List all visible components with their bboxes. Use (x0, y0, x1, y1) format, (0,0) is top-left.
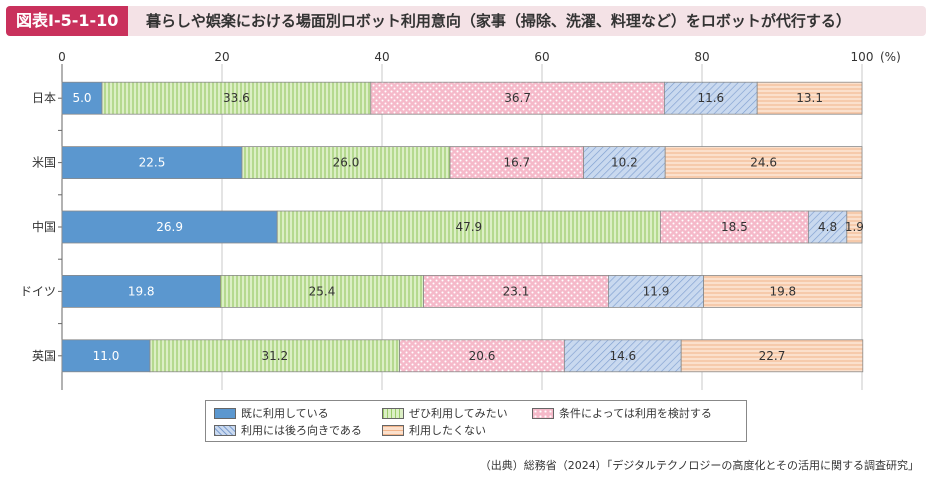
bar-already-using (61, 274, 221, 308)
x-tick-label: 80 (694, 50, 709, 64)
source-note: （出典）総務省（2024）「デジタルテクノロジーの高度化とその活用に関する調査研… (479, 459, 919, 472)
category-label: ドイツ (20, 284, 56, 298)
bar-reluctant (564, 339, 682, 373)
bar-value-label: 10.2 (611, 156, 638, 170)
bar-value-label: 36.7 (504, 91, 531, 105)
legend-label: ぜひ利用してみたい (409, 407, 508, 420)
bar-want-to-use (219, 274, 424, 308)
bar-reluctant (808, 210, 848, 244)
category-label: 中国 (32, 219, 56, 234)
bar-do-not-want (664, 146, 863, 180)
legend: 既に利用している ぜひ利用してみたい 条件によっては利用を検討する利用には後ろ向きで… (205, 400, 747, 442)
bar-value-label: 19.8 (128, 284, 155, 298)
legend-swatch (214, 424, 236, 436)
bar-conditional (449, 146, 585, 180)
bar-value-label: 33.6 (223, 91, 250, 105)
bar-value-label: 5.0 (72, 91, 91, 105)
bar-value-label: 1.9 (845, 220, 864, 234)
legend-label: 条件によっては利用を検討する (559, 407, 712, 420)
legend-item-conditional: 条件によっては利用を検討する (532, 405, 712, 421)
figure-label: 図表Ⅰ-5-1-10 (6, 6, 129, 36)
bar-value-label: 18.5 (721, 220, 748, 234)
bar-value-label: 11.9 (643, 284, 670, 298)
bar-value-label: 4.8 (818, 220, 837, 234)
legend-item-do-not-want: 利用したくない (382, 422, 486, 438)
x-unit-label: (%) (880, 50, 901, 64)
bar-value-label: 31.2 (261, 349, 288, 363)
category-label: 米国 (32, 156, 56, 170)
legend-item-want-to-use: ぜひ利用してみたい (382, 405, 508, 421)
x-tick-label: 100 (851, 50, 874, 64)
legend-item-already-using: 既に利用している (214, 405, 329, 421)
x-tick-label: 60 (534, 50, 549, 64)
legend-swatch (532, 407, 554, 419)
bar-want-to-use (101, 81, 372, 115)
bar-value-label: 22.7 (759, 349, 786, 363)
bar-do-not-want (680, 339, 864, 373)
bar-conditional (660, 210, 809, 244)
x-tick-label: 20 (214, 50, 229, 64)
bar-reluctant (664, 81, 758, 115)
bar-conditional (423, 274, 609, 308)
bar-value-label: 22.5 (139, 156, 166, 170)
bar-value-label: 13.1 (796, 91, 823, 105)
legend-label: 利用したくない (409, 424, 486, 437)
bar-want-to-use (276, 210, 661, 244)
bars (61, 81, 864, 373)
figure-title: 暮らしや娯楽における場面別ロボット利用意向（家事（掃除、洗濯、料理など）をロボッ… (146, 12, 851, 30)
category-label: 日本 (32, 91, 56, 105)
bar-value-label: 26.0 (333, 156, 360, 170)
bar-do-not-want (703, 274, 863, 308)
bar-value-label: 20.6 (469, 349, 496, 363)
bar-reluctant (608, 274, 705, 308)
bar-conditional (370, 81, 665, 115)
legend-swatch (214, 407, 236, 419)
bar-do-not-want (756, 81, 863, 115)
bar-do-not-want (846, 210, 863, 244)
bar-value-label: 24.6 (750, 156, 777, 170)
bar-conditional (399, 339, 565, 373)
bar-reluctant (583, 146, 666, 180)
bar-value-label: 23.1 (503, 284, 530, 298)
bar-value-label: 26.9 (156, 220, 183, 234)
bar-want-to-use (241, 146, 451, 180)
legend-item-reluctant: 利用には後ろ向きである (214, 422, 362, 438)
x-tick-label: 0 (58, 50, 66, 64)
figure-header: 図表Ⅰ-5-1-10 暮らしや娯楽における場面別ロボット利用意向（家事（掃除、洗… (6, 6, 926, 36)
bar-already-using (61, 339, 151, 373)
x-tick-label: 40 (374, 50, 389, 64)
legend-swatch (382, 424, 404, 436)
bar-already-using (61, 210, 278, 244)
bar-value-label: 47.9 (455, 220, 482, 234)
category-label: 英国 (32, 349, 56, 363)
bar-value-label: 16.7 (503, 156, 530, 170)
bar-value-label: 25.4 (309, 284, 336, 298)
bar-value-label: 11.6 (697, 91, 724, 105)
bar-value-label: 19.8 (769, 284, 796, 298)
legend-label: 利用には後ろ向きである (241, 424, 362, 437)
bar-want-to-use (149, 339, 401, 373)
legend-label: 既に利用している (241, 407, 329, 420)
labels: 0 20 40 60 80 100 (%) 日本 5.0 33.6 36.7 11.6 13.1 米国 22… (20, 50, 901, 363)
bar-value-label: 11.0 (93, 349, 120, 363)
bar-value-label: 14.6 (609, 349, 636, 363)
legend-swatch (382, 407, 404, 419)
